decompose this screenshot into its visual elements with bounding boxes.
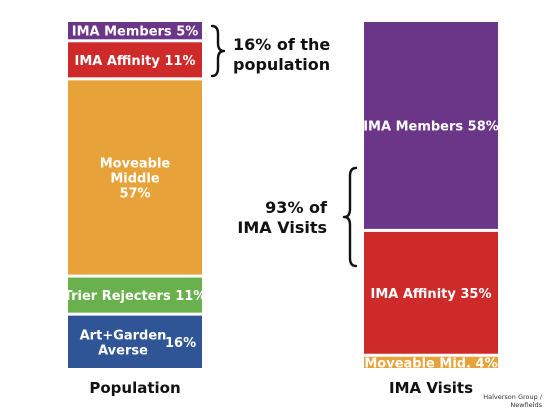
- callout-population: 16% of the population: [233, 35, 330, 74]
- source-note-line-2: Newfields: [510, 401, 542, 409]
- segment-population-moveable-middle-57: [68, 80, 202, 275]
- brace-ima-visits: [342, 166, 358, 268]
- bar-label-population: Population: [89, 379, 180, 397]
- segment-label-trier-rejecters-11: Trier Rejecters 11%: [64, 289, 207, 304]
- segment-ima-visits-ima-affinity-35: [364, 231, 498, 354]
- segment-label-ima-affinity-35: IMA Affinity 35%: [371, 287, 492, 302]
- source-note-line-1: Halverson Group /: [483, 393, 542, 401]
- segment-ima-visits-moveable-mid-4: [364, 356, 498, 368]
- bar-label-ima-visits: IMA Visits: [389, 379, 473, 397]
- segment-label-ima-members-5: IMA Members 5%: [72, 25, 199, 40]
- segment-population-ima-affinity-11: [68, 42, 202, 78]
- segment-population-ima-members-5: [68, 22, 202, 40]
- bar-ima-visits: Moveable Mid. 4% IMA Affinity 35% IMA Memb…: [363, 22, 499, 371]
- bar-population: Art+Garden Averse 16% Trier Rejecters 11% Mo…: [64, 22, 207, 368]
- callout-ima-visits: 93% of IMA Visits: [237, 198, 328, 237]
- segment-ima-visits-ima-members-58: [364, 22, 498, 229]
- segment-label-ima-members-58: IMA Members 58%: [363, 119, 499, 134]
- segment-population-trier-rejecters-11: [68, 277, 202, 313]
- segment-label-moveable-mid-4: Moveable Mid. 4%: [364, 356, 497, 371]
- brace-population-top: [210, 24, 226, 78]
- segment-label-moveable-middle-57: Moveable Middle 57%: [100, 156, 171, 201]
- segment-label-art-garden-averse: Art+Garden Averse: [80, 328, 167, 358]
- segment-population-art-garden-averse: [68, 315, 202, 368]
- segment-pct-16: 16%: [165, 336, 196, 351]
- segment-label-ima-affinity-11: IMA Affinity 11%: [75, 54, 196, 69]
- source-note: Halverson Group / Newfields: [452, 393, 542, 409]
